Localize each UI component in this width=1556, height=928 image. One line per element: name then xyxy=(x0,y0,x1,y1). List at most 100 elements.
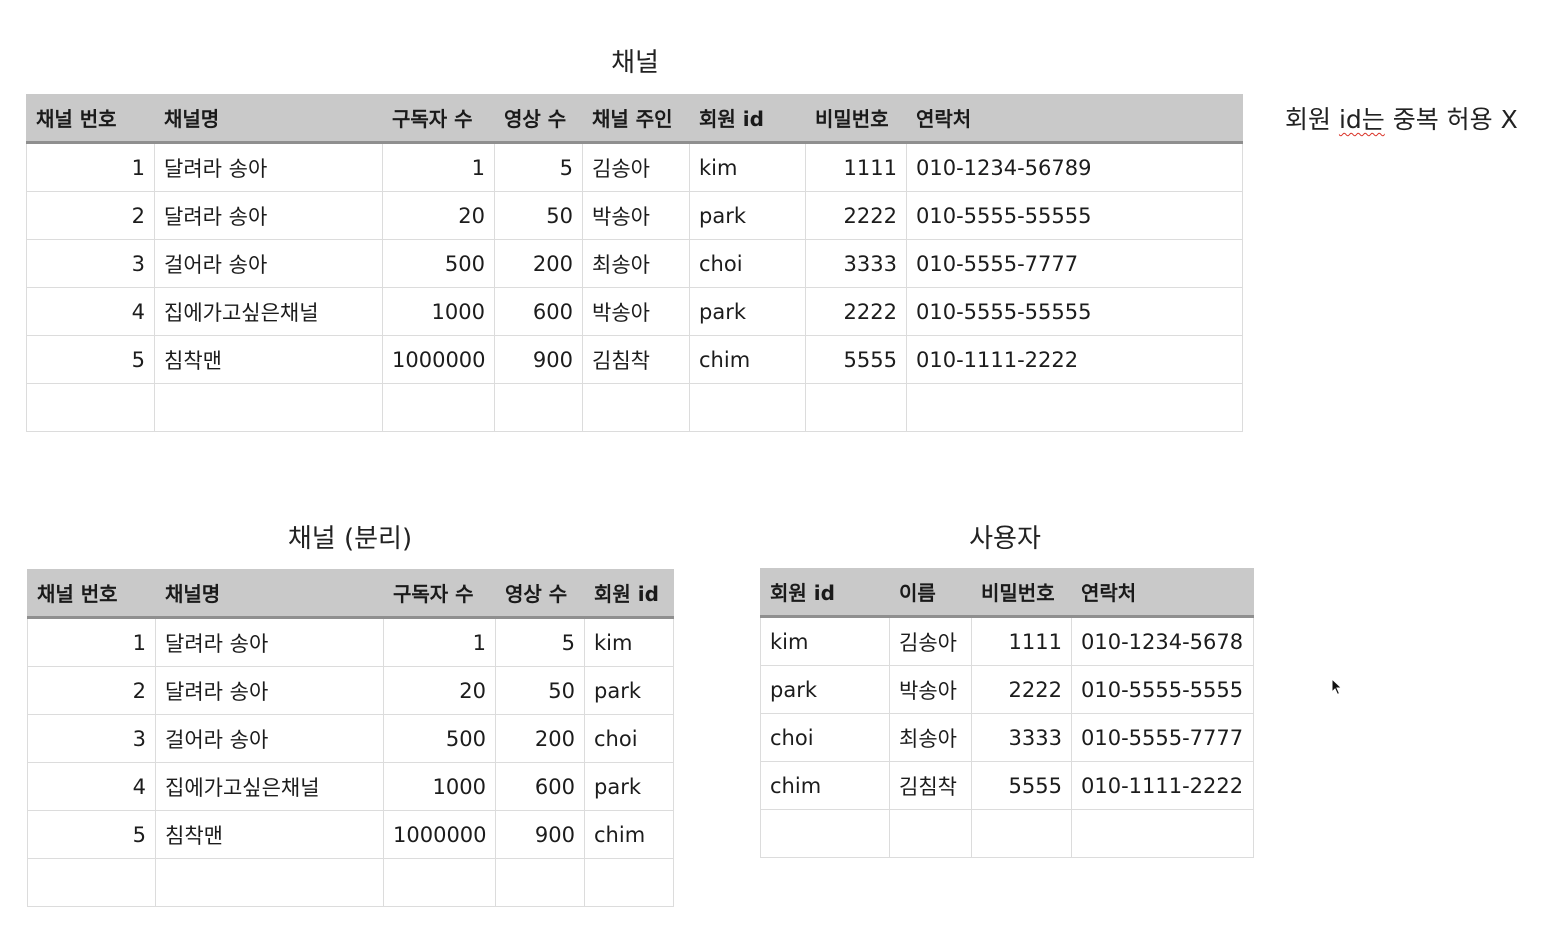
user-table: 회원 id 이름 비밀번호 연락처 kim 김송아 1111 010-1234-5678 pa… xyxy=(760,568,1254,858)
column-header: 구독자 수 xyxy=(382,94,495,144)
table-cell: 김송아 xyxy=(582,142,690,192)
table-cell xyxy=(27,858,156,907)
table-cell: 50 xyxy=(494,191,583,240)
table-cell: choi xyxy=(584,714,674,763)
table-cell: 3 xyxy=(26,239,155,288)
table-cell: 3333 xyxy=(971,713,1072,762)
table-row xyxy=(26,383,1243,432)
table-cell: 1000000 xyxy=(383,810,496,859)
table-row: 3 걸어라 송아 500 200 choi xyxy=(27,714,674,763)
table-cell: 010-5555-5555 xyxy=(1071,665,1254,714)
table-cell: park xyxy=(760,665,890,714)
table-cell: 3333 xyxy=(805,239,907,288)
table-cell: 500 xyxy=(383,714,496,763)
table-cell: 박송아 xyxy=(582,287,690,336)
table-cell: kim xyxy=(689,142,806,192)
table-cell: 1111 xyxy=(805,142,907,192)
note-suffix: 중복 허용 X xyxy=(1384,105,1518,134)
table-row: park 박송아 2222 010-5555-5555 xyxy=(760,665,1254,714)
table-cell: 김침착 xyxy=(889,761,972,810)
table-cell: 2222 xyxy=(805,287,907,336)
table-cell: 걸어라 송아 xyxy=(154,239,383,288)
table-cell: 5555 xyxy=(971,761,1072,810)
table-cell: 박송아 xyxy=(889,665,972,714)
table-cell: choi xyxy=(760,713,890,762)
channel-table-title: 채널 xyxy=(611,48,659,78)
table-cell: 1111 xyxy=(971,616,1072,666)
table-cell xyxy=(805,383,907,432)
table-cell: 박송아 xyxy=(582,191,690,240)
table-cell: 50 xyxy=(495,666,585,715)
user-table-title: 사용자 xyxy=(969,524,1041,554)
column-header: 채널 주인 xyxy=(582,94,690,144)
column-header: 채널 번호 xyxy=(27,569,156,619)
table-cell: chim xyxy=(689,335,806,384)
table-cell: 1 xyxy=(383,617,496,667)
table-cell: 달려라 송아 xyxy=(154,142,383,192)
column-header: 영상 수 xyxy=(494,94,583,144)
table-row: 4 집에가고싶은채널 1000 600 park xyxy=(27,762,674,811)
column-header: 이름 xyxy=(889,568,972,618)
table-row xyxy=(27,858,674,907)
table-cell xyxy=(906,383,1243,432)
table-row: 1 달려라 송아 1 5 kim xyxy=(27,617,674,667)
table-cell: 20 xyxy=(382,191,495,240)
column-header: 회원 id xyxy=(760,568,890,618)
column-header: 영상 수 xyxy=(495,569,585,619)
column-header: 채널 번호 xyxy=(26,94,155,144)
table-cell: 달려라 송아 xyxy=(155,666,384,715)
split-channel-table: 채널 번호 채널명 구독자 수 영상 수 회원 id 1 달려라 송아 1 5 kim 2 달려라 … xyxy=(27,569,674,907)
table-cell: 3 xyxy=(27,714,156,763)
split-table-title: 채널 (분리) xyxy=(287,524,413,554)
table-row: kim 김송아 1111 010-1234-5678 xyxy=(760,616,1254,666)
table-cell: 김송아 xyxy=(889,616,972,666)
table-cell: 010-5555-7777 xyxy=(906,239,1243,288)
table-cell: 5555 xyxy=(805,335,907,384)
table-cell: 20 xyxy=(383,666,496,715)
table-cell: 900 xyxy=(494,335,583,384)
table-cell xyxy=(495,858,585,907)
table-cell: 600 xyxy=(495,762,585,811)
table-cell: 5 xyxy=(494,142,583,192)
table-cell: kim xyxy=(584,617,674,667)
table-cell: 600 xyxy=(494,287,583,336)
table-cell: 1000000 xyxy=(382,335,495,384)
table-cell: 200 xyxy=(495,714,585,763)
table-cell: park xyxy=(584,666,674,715)
table-cell: 1 xyxy=(26,142,155,192)
table-cell: 최송아 xyxy=(582,239,690,288)
table-cell: 5 xyxy=(27,810,156,859)
table-row: 2 달려라 송아 20 50 park xyxy=(27,666,674,715)
table-cell xyxy=(889,809,972,858)
table-cell: 침착맨 xyxy=(154,335,383,384)
table-cell: kim xyxy=(760,616,890,666)
table-cell: park xyxy=(689,287,806,336)
table-cell: 010-5555-55555 xyxy=(906,191,1243,240)
table-row: 1 달려라 송아 1 5 김송아 kim 1111 010-1234-56789 xyxy=(26,142,1243,192)
column-header: 비밀번호 xyxy=(805,94,907,144)
table-row: 5 침착맨 1000000 900 chim xyxy=(27,810,674,859)
table-cell: 010-1111-2222 xyxy=(906,335,1243,384)
table-cell: 4 xyxy=(26,287,155,336)
table-cell: park xyxy=(689,191,806,240)
table-cell: chim xyxy=(584,810,674,859)
table-cell: 4 xyxy=(27,762,156,811)
table-cell: 2 xyxy=(26,191,155,240)
table-cell: 010-1234-5678 xyxy=(1071,616,1254,666)
table-cell xyxy=(971,809,1072,858)
column-header: 채널명 xyxy=(155,569,384,619)
column-header: 구독자 수 xyxy=(383,569,496,619)
column-header: 비밀번호 xyxy=(971,568,1072,618)
table-cell xyxy=(383,858,496,907)
table-cell: 010-5555-7777 xyxy=(1071,713,1254,762)
table-cell: 010-5555-55555 xyxy=(906,287,1243,336)
table-cell: 500 xyxy=(382,239,495,288)
table-row: 5 침착맨 1000000 900 김침착 chim 5555 010-1111-2222 xyxy=(26,335,1243,384)
table-cell: park xyxy=(584,762,674,811)
table-cell: 010-1111-2222 xyxy=(1071,761,1254,810)
table-header-row: 채널 번호 채널명 구독자 수 영상 수 채널 주인 회원 id 비밀번호 연락처 xyxy=(26,94,1243,144)
table-row: 2 달려라 송아 20 50 박송아 park 2222 010-5555-55555 xyxy=(26,191,1243,240)
table-row: 3 걸어라 송아 500 200 최송아 choi 3333 010-5555-7777 xyxy=(26,239,1243,288)
table-row: 4 집에가고싶은채널 1000 600 박송아 park 2222 010-5555-5555… xyxy=(26,287,1243,336)
table-cell: 달려라 송아 xyxy=(155,617,384,667)
